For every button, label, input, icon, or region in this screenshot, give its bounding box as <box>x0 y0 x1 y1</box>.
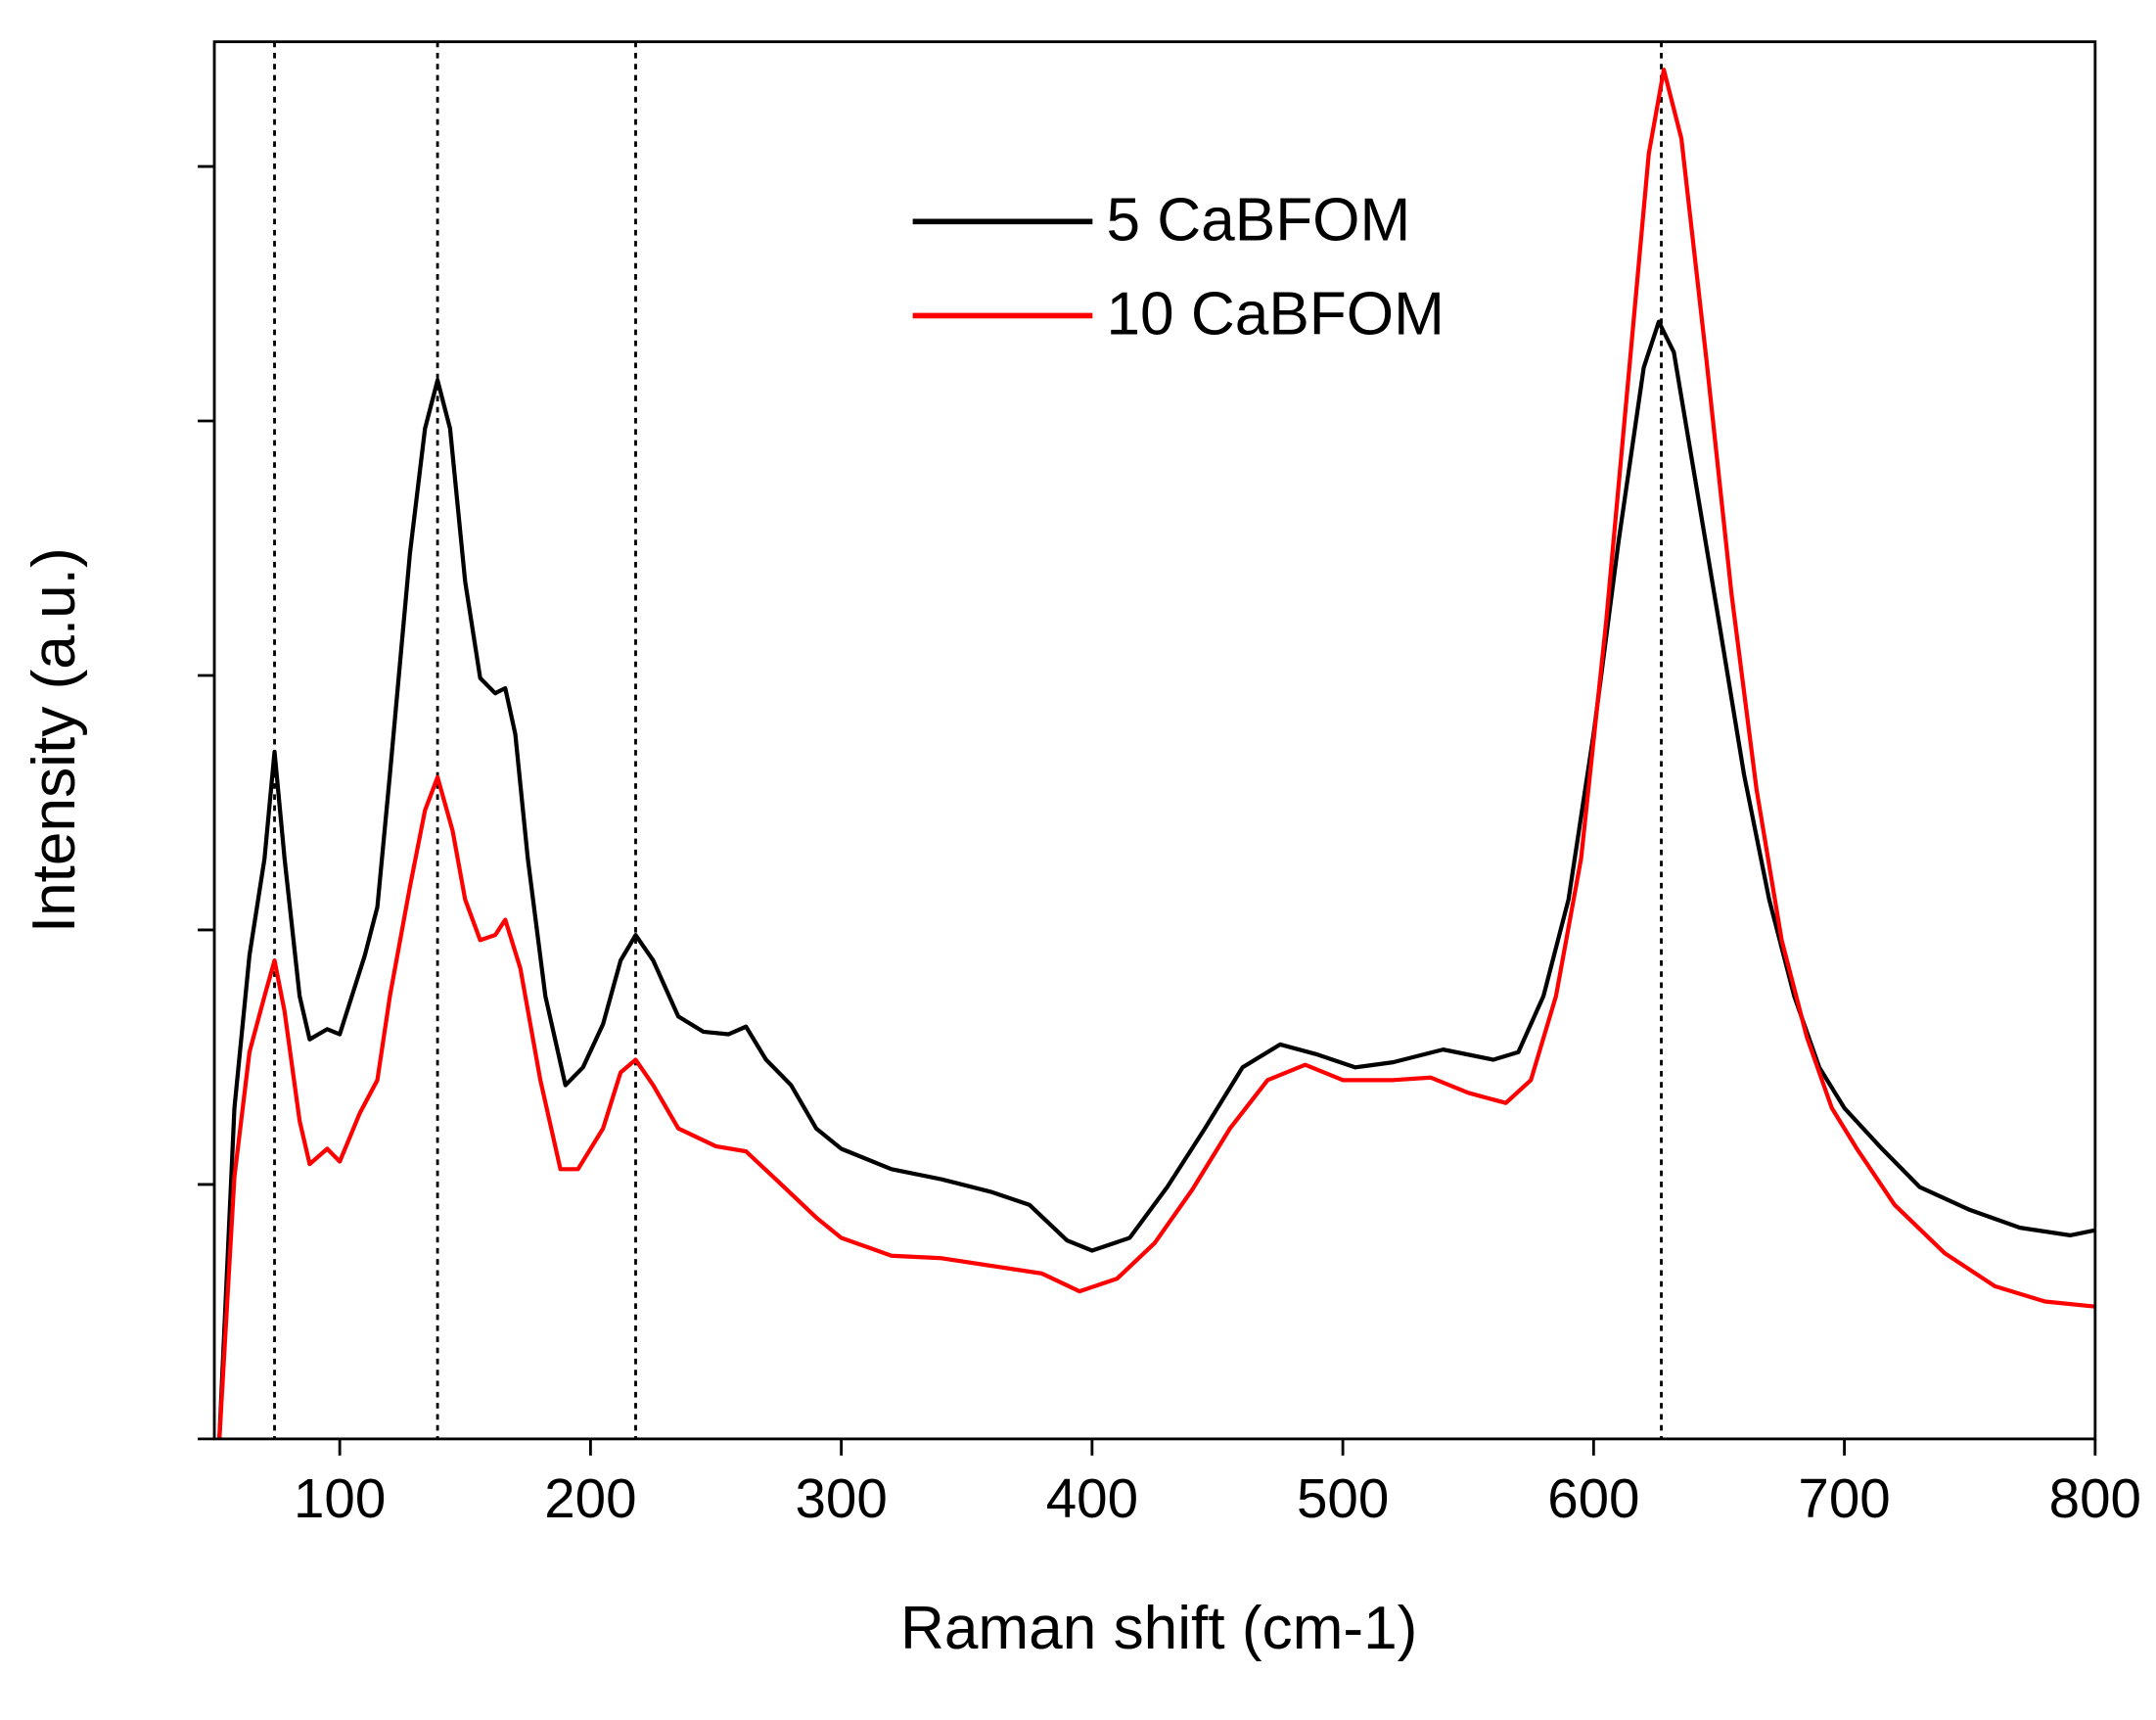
x-tick-label: 800 <box>2049 1467 2141 1529</box>
y-axis-label: Intensity (a.u.) <box>21 547 88 933</box>
legend-label: 5 CaBFOM <box>1106 187 1410 255</box>
legend-label: 10 CaBFOM <box>1106 281 1444 349</box>
x-tick-label: 600 <box>1547 1467 1639 1529</box>
x-tick-label: 300 <box>795 1467 887 1529</box>
data-line <box>217 319 2096 1439</box>
x-tick-label: 400 <box>1046 1467 1138 1529</box>
x-tick-label: 200 <box>544 1467 636 1529</box>
x-tick-label: 700 <box>1798 1467 1890 1529</box>
x-tick-label: 500 <box>1297 1467 1389 1529</box>
x-tick-label: 100 <box>294 1467 386 1529</box>
x-axis-label: Raman shift (cm-1) <box>900 1595 1417 1662</box>
plot-frame <box>212 40 2097 1441</box>
data-line <box>217 68 2096 1439</box>
